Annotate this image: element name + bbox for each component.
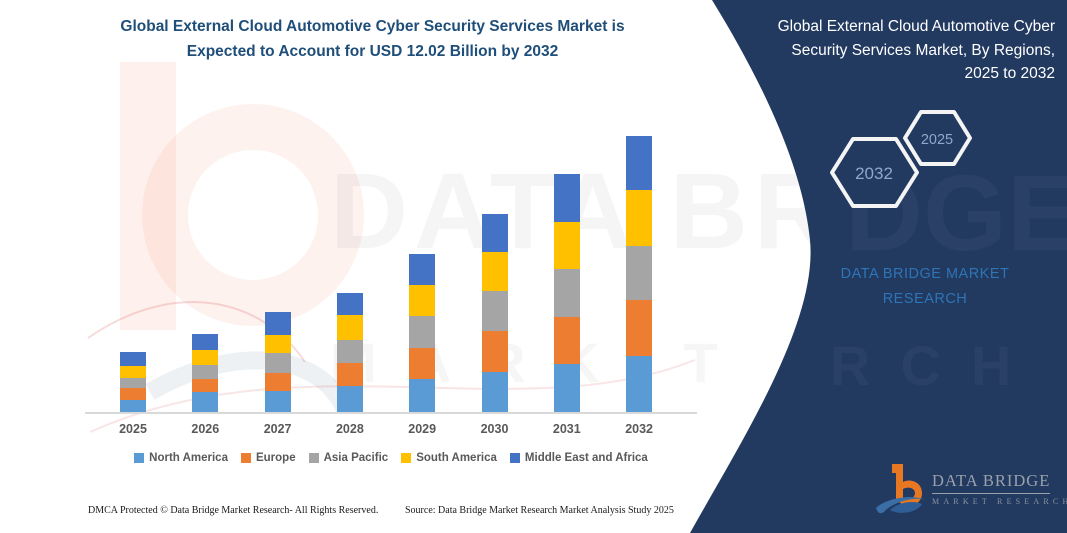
legend-label: Asia Pacific (323, 452, 389, 464)
x-axis-label-2031: 2031 (552, 422, 581, 436)
brand-text: DATA BRIDGE MARKET RESEARCH (790, 262, 1060, 312)
legend-label: South America (416, 452, 497, 464)
x-axis-label-2027: 2027 (263, 422, 292, 436)
bar-segment-2028-south-america (336, 315, 363, 341)
bar-segment-2031-middle-east-and-africa (553, 173, 580, 223)
bar-segment-2028-middle-east-and-africa (336, 293, 363, 316)
bar-2028 (336, 293, 363, 412)
x-axis-label-2025: 2025 (119, 422, 147, 436)
bar-segment-2026-north-america (192, 392, 219, 412)
dbmr-logo-text: DATA BRIDGE MARKET RESEARCH (932, 471, 1067, 506)
x-axis-line (85, 412, 697, 414)
brand-text-line2: RESEARCH (882, 291, 968, 307)
bar-segment-2028-north-america (336, 386, 363, 412)
chart-legend: North America Europe Asia Pacific South Ame… (85, 452, 697, 464)
x-axis-label-2026: 2026 (191, 422, 220, 436)
bar-segment-2025-asia-pacific (120, 377, 146, 389)
bar-segment-2027-south-america (264, 334, 291, 353)
dbmr-logo-icon (876, 464, 926, 514)
bar-segment-2032-north-america (626, 356, 653, 412)
legend-label: Middle East and Africa (524, 452, 648, 464)
source-text: Source: Data Bridge Market Research Mark… (405, 505, 674, 516)
bar-segment-2030-middle-east-and-africa (481, 213, 508, 253)
x-axis-label-2032: 2032 (625, 422, 653, 436)
legend-swatch-south-america (401, 453, 412, 463)
hexagon-2032 (830, 137, 919, 208)
plot-area (85, 124, 697, 414)
legend-swatch-asia-pacific (308, 453, 319, 463)
bar-segment-2031-north-america (553, 364, 580, 412)
bar-segment-2031-south-america (553, 222, 580, 269)
bar-2026 (192, 333, 219, 412)
bar-segment-2029-europe (409, 348, 436, 380)
dbmr-logo: DATA BRIDGE MARKET RESEARCH (872, 460, 1067, 520)
bar-segment-2026-middle-east-and-africa (192, 333, 219, 351)
bar-segment-2025-north-america (120, 400, 146, 412)
legend-item-south-america: South America (401, 452, 497, 464)
bar-segment-2026-asia-pacific (192, 365, 219, 379)
bar-segment-2032-europe (626, 300, 653, 357)
dbmr-logo-name: DATA BRIDGE (932, 471, 1050, 494)
hexagon-2025 (903, 110, 972, 166)
bar-segment-2030-south-america (481, 252, 508, 292)
legend-label: Europe (255, 452, 296, 464)
bar-segment-2029-south-america (409, 284, 436, 317)
bar-2031 (553, 173, 580, 412)
legend-item-europe: Europe (240, 452, 296, 464)
panel-title: Global External Cloud Automotive Cyber S… (777, 18, 1055, 82)
bar-segment-2029-asia-pacific (409, 316, 436, 349)
x-axis-label-2029: 2029 (408, 422, 437, 436)
bar-2030 (481, 213, 508, 412)
bar-segment-2030-north-america (481, 371, 508, 412)
bar-segment-2030-europe (481, 331, 508, 372)
chart-title-line1: Global External Cloud Automotive Cyber S… (120, 18, 625, 35)
dmca-text: DMCA Protected © Data Bridge Market Rese… (88, 505, 379, 516)
legend-item-asia-pacific: Asia Pacific (308, 452, 389, 464)
bar-segment-2032-middle-east-and-africa (626, 135, 653, 190)
bar-2029 (409, 253, 436, 412)
legend-item-north-america: North America (134, 452, 228, 464)
bar-segment-2032-asia-pacific (626, 245, 653, 301)
bar-segment-2027-middle-east-and-africa (264, 312, 291, 335)
hexagon-2032-label: 2032 (855, 164, 893, 183)
bar-segment-2028-asia-pacific (336, 340, 363, 363)
bar-segment-2026-europe (192, 378, 219, 392)
bar-2032 (626, 135, 653, 412)
bar-2025 (120, 352, 146, 412)
brand-text-line1: DATA BRIDGE MARKET (840, 266, 1010, 282)
x-axis-label-2028: 2028 (335, 422, 364, 436)
legend-swatch-europe (240, 453, 251, 463)
x-axis-labels: 2025 2026 2027 2028 2029 2030 2031 2032 (85, 422, 697, 440)
bar-segment-2029-middle-east-and-africa (409, 253, 436, 285)
svg-text:RCH: RCH (830, 334, 1041, 397)
bar-segment-2025-europe (120, 388, 146, 401)
bar-segment-2031-europe (553, 316, 580, 365)
bar-segment-2031-asia-pacific (553, 268, 580, 317)
legend-swatch-north-america (134, 453, 145, 463)
bar-segment-2026-south-america (192, 350, 219, 366)
bar-segment-2025-middle-east-and-africa (120, 352, 146, 366)
dbmr-logo-subtitle: MARKET RESEARCH (932, 497, 1067, 506)
bar-segment-2029-north-america (409, 379, 436, 412)
legend-swatch-middle-east-and-africa (509, 453, 520, 463)
bar-segment-2027-north-america (264, 391, 291, 412)
hexagon-2025-label: 2025 (921, 132, 953, 148)
bar-segment-2030-asia-pacific (481, 291, 508, 332)
bar-segment-2027-europe (264, 372, 291, 392)
bar-2027 (264, 312, 291, 412)
bar-segment-2025-south-america (120, 365, 146, 378)
legend-item-middle-east-and-africa: Middle East and Africa (509, 452, 648, 464)
bar-segment-2032-south-america (626, 189, 653, 246)
chart-title-line2: Expected to Account for USD 12.02 Billio… (186, 43, 559, 60)
bar-segment-2028-europe (336, 362, 363, 387)
legend-label: North America (149, 452, 228, 464)
chart-title: Global External Cloud Automotive Cyber S… (85, 14, 660, 64)
x-axis-label-2030: 2030 (480, 422, 509, 436)
bar-segment-2027-asia-pacific (264, 352, 291, 373)
